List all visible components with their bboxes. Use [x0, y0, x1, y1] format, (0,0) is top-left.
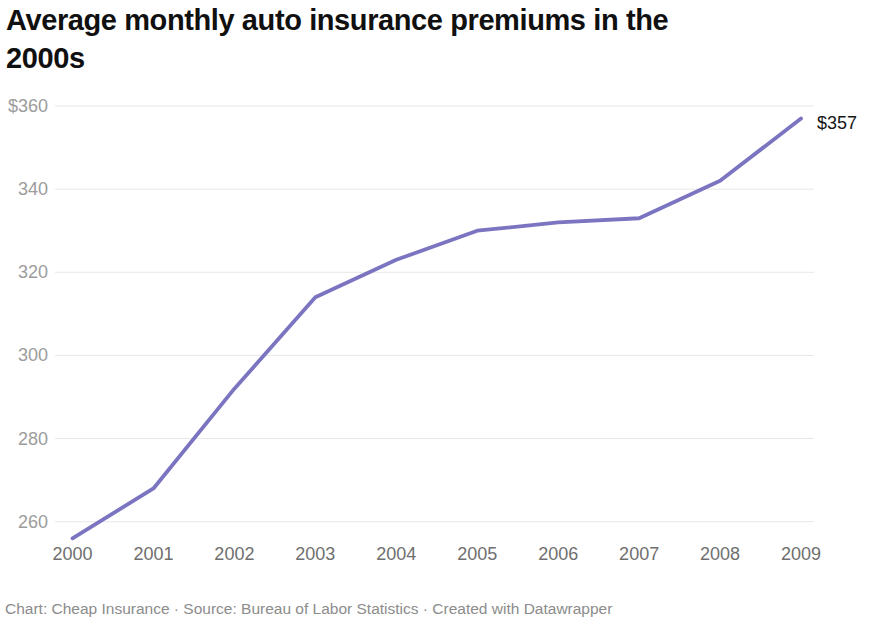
x-axis-tick-label: 2005: [457, 545, 497, 563]
x-axis-tick-label: 2003: [295, 545, 335, 563]
y-axis-tick-label: 280: [18, 430, 48, 448]
x-axis-tick-label: 2004: [376, 545, 416, 563]
x-axis-tick-label: 2007: [619, 545, 659, 563]
line-chart-canvas: [0, 0, 870, 629]
attribution-footer: Chart: Cheap Insurance · Source: Bureau …: [5, 599, 612, 618]
plot-area: $360 340 320 300 280 2602000 2001 2002 2003 2004 2…: [0, 0, 870, 629]
y-axis-tick-label: 300: [18, 346, 48, 364]
y-axis-tick-label: 260: [18, 513, 48, 531]
x-axis-tick-label: 2006: [538, 545, 578, 563]
y-axis-tick-label: 340: [18, 180, 48, 198]
x-axis-tick-label: 2000: [52, 545, 92, 563]
x-axis-tick-label: 2008: [700, 545, 740, 563]
x-axis-tick-label: 2002: [214, 545, 254, 563]
premium-line-series: [73, 118, 802, 538]
end-value-label: $357: [817, 114, 857, 132]
y-axis-tick-label: 320: [18, 263, 48, 281]
x-axis-tick-label: 2009: [781, 545, 821, 563]
y-axis-tick-label: $360: [8, 97, 48, 115]
x-axis-tick-label: 2001: [133, 545, 173, 563]
